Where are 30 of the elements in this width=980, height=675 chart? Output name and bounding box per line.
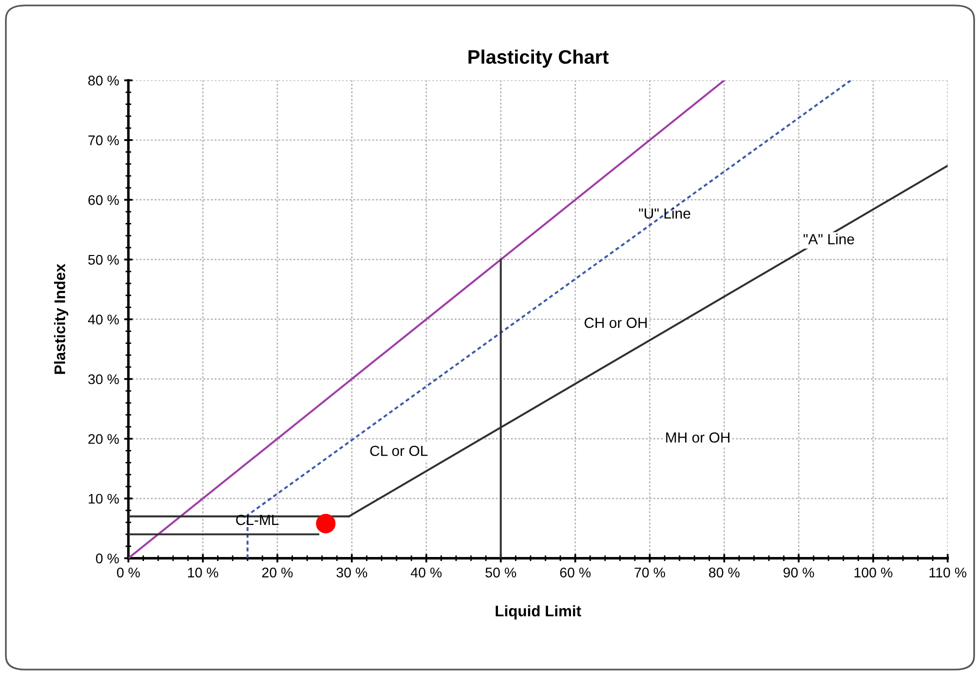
y-tick-label: 70 % [88, 135, 119, 146]
annotation: CH or OH [584, 318, 647, 328]
x-tick-label: 50 % [486, 568, 516, 578]
x-tick-label: 110 % [930, 568, 966, 578]
y-tick-label: 30 % [88, 374, 119, 384]
x-tick-label: 10 % [188, 568, 218, 578]
x-tick-label: 70 % [634, 568, 666, 578]
annotation: "A" Line [804, 234, 854, 244]
y-tick-label: 10 % [88, 494, 119, 504]
y-tick-label: 50 % [88, 254, 119, 265]
y-axis-title: Plasticity Index [54, 264, 68, 374]
x-tick-label: 80 % [708, 568, 740, 578]
x-tick-label: 0 % [116, 568, 140, 578]
y-tick-label: 40 % [88, 314, 119, 324]
x-tick-label: 30 % [336, 568, 368, 578]
y-tick-label: 80 % [88, 76, 119, 86]
y-tick-label: 0 % [96, 554, 119, 564]
annotation: "U" Line [639, 208, 690, 219]
x-tick-label: 20 % [262, 568, 293, 578]
annotation: CL or OL [370, 446, 428, 456]
annotation: MH or OH [666, 432, 730, 443]
chart-title: Plasticity Chart [468, 50, 609, 68]
x-axis-title: Liquid Limit [496, 605, 582, 620]
y-tick-label: 60 % [88, 195, 119, 205]
annotation: CL-ML [236, 514, 279, 526]
x-tick-label: 60 % [560, 568, 591, 578]
x-tick-label: 40 % [410, 568, 442, 578]
y-tick-label: 20 % [88, 434, 119, 444]
x-tick-label: 90 % [784, 568, 814, 578]
x-tick-label: 100 % [854, 568, 892, 578]
